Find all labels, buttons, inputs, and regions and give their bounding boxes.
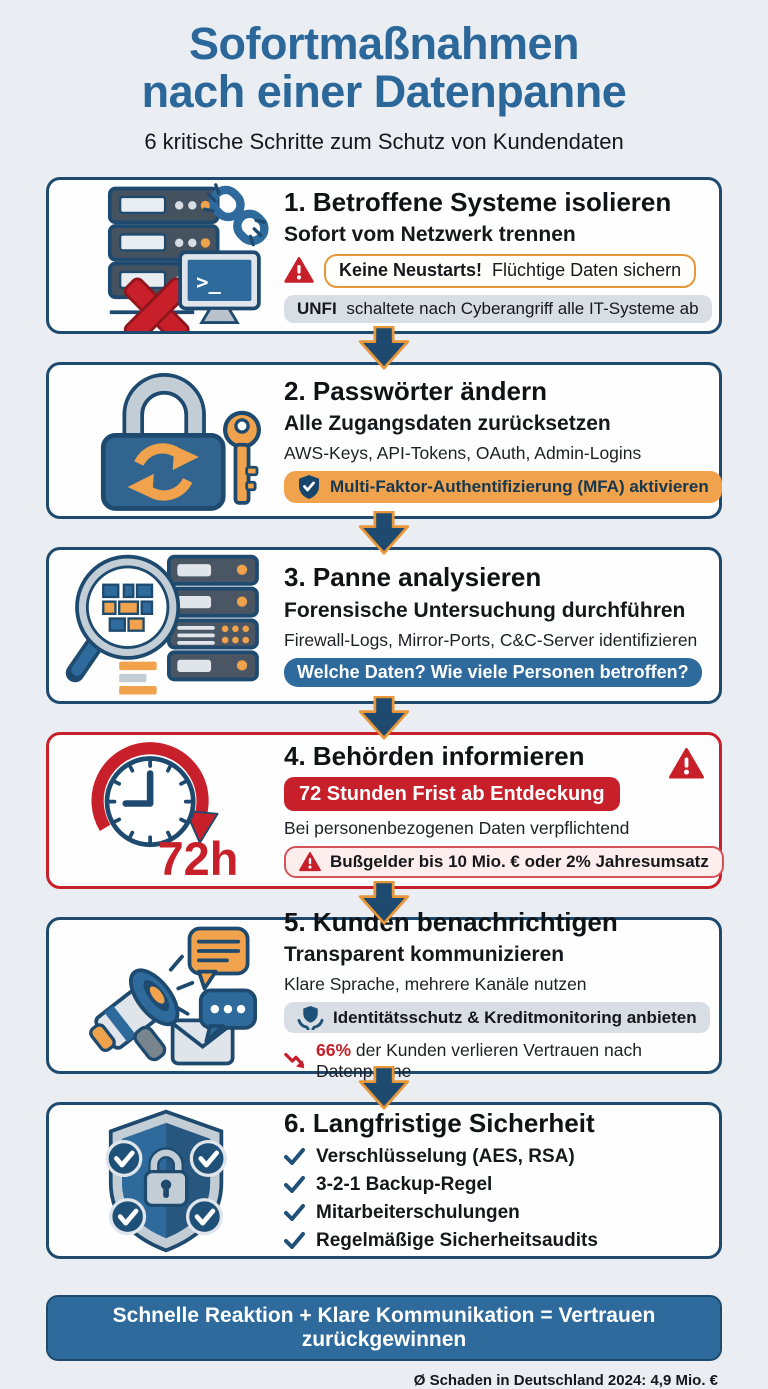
conclusion-banner: Schnelle Reaktion + Klare Kommunikation … [46, 1295, 722, 1362]
step-4-deadline-pill: 72 Stunden Frist ab Entdeckung [284, 777, 620, 812]
down-arrow-connector [358, 881, 410, 925]
forensic-analysis-icon [49, 551, 284, 701]
security-shield-icon [49, 1106, 284, 1256]
step-3-question-pill: Welche Daten? Wie viele Personen betroff… [284, 657, 702, 688]
step-4-content: 4. Behörden informieren 72 Stunden Frist… [284, 741, 740, 879]
damage-footnote: Ø Schaden in Deutschland 2024: 4,9 Mio. … [413, 1372, 718, 1389]
step-5-protection-pill: Identitätsschutz & Kreditmonitoring anbi… [284, 1002, 710, 1034]
step-4-fine-pill: Bußgelder bis 10 Mio. € oder 2% Jahresum… [284, 846, 724, 879]
checklist-item: Mitarbeiterschulungen [284, 1202, 598, 1224]
step-1-subtitle: Sofort vom Netzwerk trennen [284, 223, 576, 247]
down-arrow-connector [358, 696, 410, 740]
step-2-mfa-pill: Multi-Faktor-Authentifizierung (MFA) akt… [284, 471, 722, 504]
checklist-item: Regelmäßige Sicherheitsaudits [284, 1230, 598, 1252]
step-6-content: 6. Langfristige Sicherheit Verschlüsselu… [284, 1107, 719, 1252]
megaphone-notify-icon [49, 921, 284, 1071]
step-5-subtitle: Transparent kommunizieren [284, 943, 565, 967]
identity-protection-hands-icon [297, 1006, 324, 1031]
step-1-content: 1. Betroffene Systeme isolieren Sofort v… [284, 186, 728, 323]
step-1-note-pill: UNFI schaltete nach Cyberangriff alle IT… [284, 294, 712, 323]
deadline-clock-icon-graphic: 72h [91, 742, 238, 885]
step-3-content: 3. Panne analysieren Forensische Untersu… [284, 562, 719, 688]
trend-down-icon [284, 1053, 305, 1069]
page-title: Sofortmaßnahmen nach einer Datenpanne [0, 18, 768, 118]
step-5-title: 5. Kunden benachrichtigen [284, 907, 618, 938]
shield-check-icon [299, 475, 319, 500]
security-shield-icon-graphic [104, 1109, 227, 1253]
infographic-header: Sofortmaßnahmen nach einer Datenpanne 6 … [0, 0, 768, 155]
step-card-6: 6. Langfristige Sicherheit Verschlüsselu… [46, 1102, 722, 1260]
isolated-server-icon: >_ [49, 181, 284, 331]
step-3-detail: Firewall-Logs, Mirror-Ports, C&C-Server … [284, 629, 698, 650]
steps-stack: >_ 1. Betroffene Systeme isolieren Sofor… [46, 177, 724, 1260]
step-card-4: 72h 4. Behörden informieren 72 Stunden F… [46, 732, 724, 890]
svg-text:>_: >_ [196, 270, 221, 294]
deadline-clock-icon: 72h [49, 736, 284, 886]
checkmark-icon [284, 1148, 305, 1166]
step-3-subtitle: Forensische Untersuchung durchführen [284, 598, 686, 622]
step-3-title: 3. Panne analysieren [284, 562, 542, 593]
step-5-stat: 66% der Kunden verlieren Vertrauen nach … [284, 1040, 710, 1082]
warning-triangle-icon [284, 257, 314, 284]
checkmark-icon [284, 1232, 305, 1250]
step-1-title: 1. Betroffene Systeme isolieren [284, 186, 672, 217]
page-title-line2: nach einer Datenpanne [141, 66, 627, 118]
password-reset-lock-icon-graphic [100, 372, 261, 511]
step-4-detail: Bei personenbezogenen Daten verpflichten… [284, 818, 630, 839]
checklist-item: 3-2-1 Backup-Regel [284, 1174, 598, 1196]
step-2-subtitle: Alle Zugangsdaten zurücksetzen [284, 412, 611, 436]
down-arrow-connector [358, 1066, 410, 1110]
step-card-2: 2. Passwörter ändern Alle Zugangsdaten z… [46, 362, 722, 520]
checklist-item: Verschlüsselung (AES, RSA) [284, 1146, 598, 1168]
warning-triangle-icon [299, 852, 321, 872]
deadline-72h-label: 72h [157, 833, 238, 885]
step-2-content: 2. Passwörter ändern Alle Zugangsdaten z… [284, 376, 738, 504]
step-card-3: 3. Panne analysieren Forensische Untersu… [46, 547, 722, 705]
page-title-line1: Sofortmaßnahmen [188, 18, 580, 69]
step-1-warning-pill: Keine Neustarts! Flüchtige Daten sichern [324, 254, 697, 288]
isolated-server-icon-graphic: >_ [107, 182, 269, 331]
down-arrow-connector [358, 326, 410, 370]
megaphone-notify-icon-graphic [88, 926, 257, 1066]
step-card-1: >_ 1. Betroffene Systeme isolieren Sofor… [46, 177, 722, 335]
step-card-5: 5. Kunden benachrichtigen Transparent ko… [46, 908, 722, 1081]
page-subtitle: 6 kritische Schritte zum Schutz von Kund… [144, 129, 624, 155]
step-2-detail: AWS-Keys, API-Tokens, OAuth, Admin-Login… [284, 443, 642, 464]
step-2-title: 2. Passwörter ändern [284, 376, 547, 407]
step-4-title: 4. Behörden informieren [284, 741, 585, 772]
checkmark-icon [284, 1176, 305, 1194]
forensic-analysis-icon-graphic [65, 554, 259, 695]
step-6-title: 6. Langfristige Sicherheit [284, 1107, 595, 1138]
down-arrow-connector [358, 511, 410, 555]
alert-triangle-icon [669, 748, 704, 779]
step-5-detail: Klare Sprache, mehrere Kanäle nutzen [284, 974, 587, 995]
step-6-checklist: Verschlüsselung (AES, RSA) 3-2-1 Backup-… [284, 1146, 598, 1252]
password-reset-lock-icon [49, 366, 284, 516]
step-5-content: 5. Kunden benachrichtigen Transparent ko… [284, 907, 726, 1082]
checkmark-icon [284, 1204, 305, 1222]
